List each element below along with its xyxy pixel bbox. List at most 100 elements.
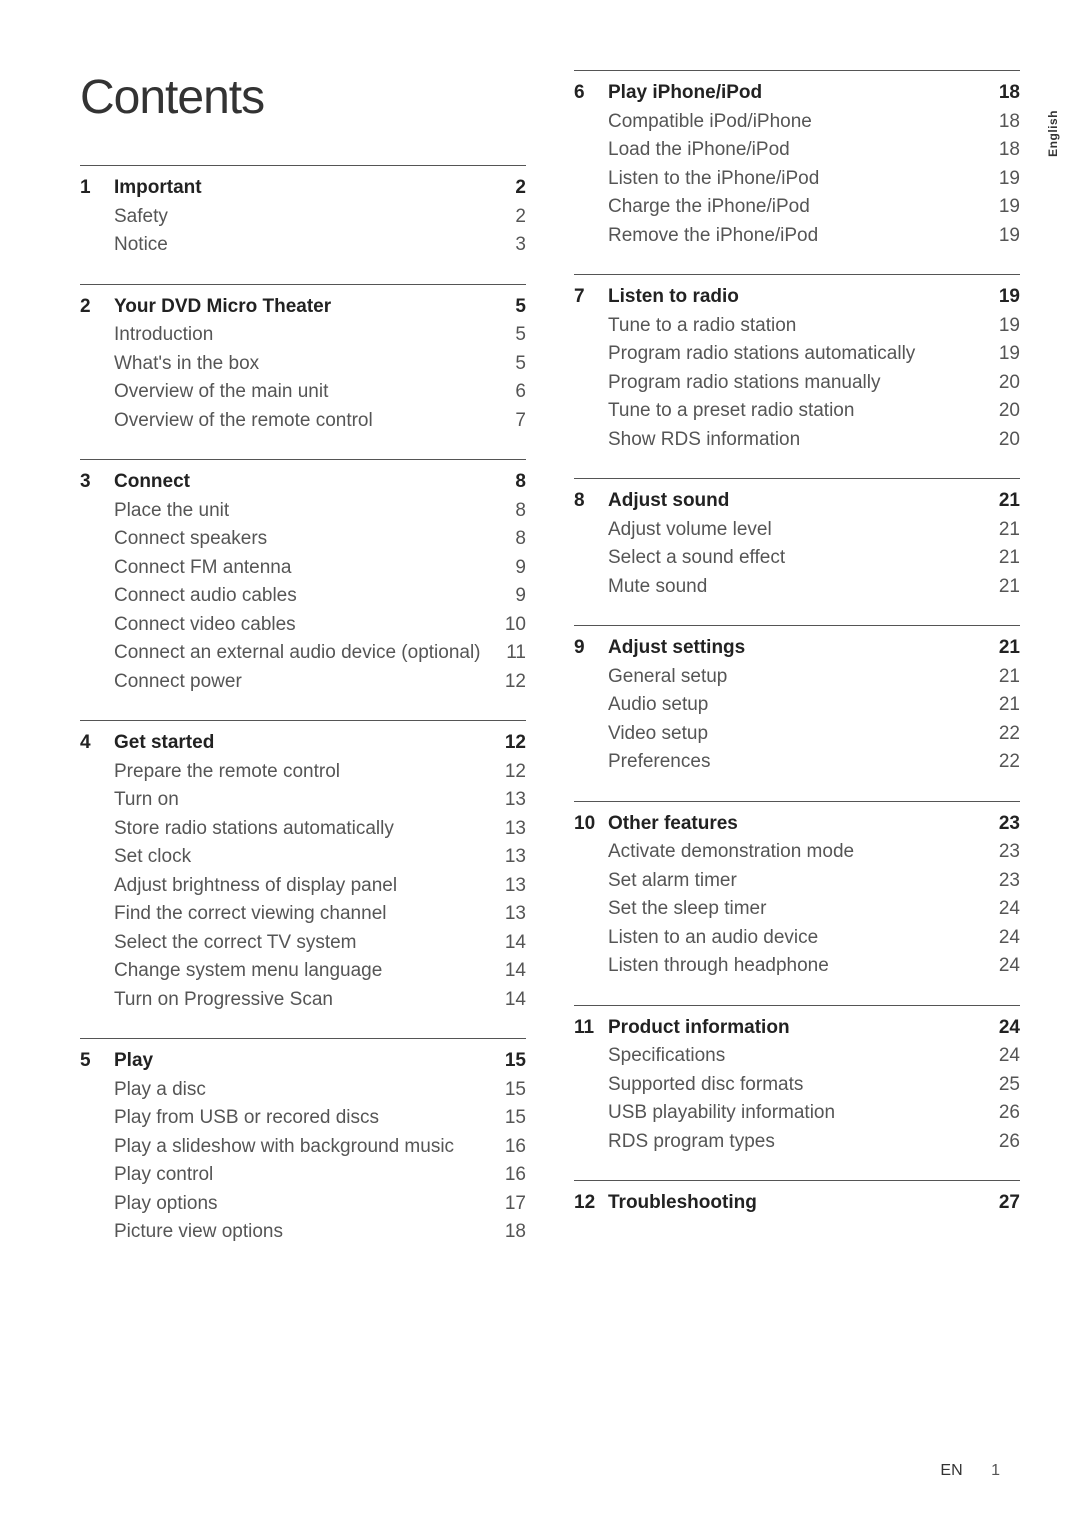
toc-item: USB playability information26 xyxy=(574,1099,1020,1128)
toc-item: Tune to a preset radio station20 xyxy=(574,397,1020,426)
toc-section-head: 8Adjust sound21 xyxy=(574,487,1020,516)
toc-item-page: 26 xyxy=(986,1128,1020,1157)
toc-item: Safety2 xyxy=(80,203,526,232)
toc-item: Prepare the remote control12 xyxy=(80,758,526,787)
toc-item-label: Listen to the iPhone/iPod xyxy=(608,165,986,194)
toc-item: Play control16 xyxy=(80,1161,526,1190)
toc-item-page: 9 xyxy=(492,554,526,583)
toc-item-label: Mute sound xyxy=(608,573,986,602)
toc-item-label: Charge the iPhone/iPod xyxy=(608,193,986,222)
toc-item: Play a disc15 xyxy=(80,1076,526,1105)
toc-item: Picture view options18 xyxy=(80,1218,526,1247)
toc-item: Notice3 xyxy=(80,231,526,260)
toc-item: Listen through headphone24 xyxy=(574,952,1020,981)
toc-item: Set clock13 xyxy=(80,843,526,872)
toc-item-page: 13 xyxy=(492,843,526,872)
toc-item: Connect video cables10 xyxy=(80,611,526,640)
toc-section-head: 4Get started12 xyxy=(80,729,526,758)
toc-item-label: Place the unit xyxy=(114,497,492,526)
toc-item-label: Remove the iPhone/iPod xyxy=(608,222,986,251)
toc-section-number: 2 xyxy=(80,293,114,322)
toc-item-label: Listen to an audio device xyxy=(608,924,986,953)
toc-section-page: 21 xyxy=(986,487,1020,516)
toc-item-page: 20 xyxy=(986,369,1020,398)
toc-item-page: 18 xyxy=(492,1218,526,1247)
toc-item: General setup21 xyxy=(574,663,1020,692)
toc-item: Select the correct TV system14 xyxy=(80,929,526,958)
toc-item-page: 19 xyxy=(986,165,1020,194)
toc-item-page: 22 xyxy=(986,748,1020,777)
toc-section-number: 8 xyxy=(574,487,608,516)
toc-section-number: 11 xyxy=(574,1014,608,1043)
toc-item: Preferences22 xyxy=(574,748,1020,777)
toc-item-page: 24 xyxy=(986,895,1020,924)
toc-item-label: Play a disc xyxy=(114,1076,492,1105)
toc-item-label: Overview of the main unit xyxy=(114,378,492,407)
toc-item-label: Preferences xyxy=(608,748,986,777)
toc-item-label: Show RDS information xyxy=(608,426,986,455)
toc-item-label: Change system menu language xyxy=(114,957,492,986)
toc-section-head: 2Your DVD Micro Theater5 xyxy=(80,293,526,322)
toc-item: Load the iPhone/iPod18 xyxy=(574,136,1020,165)
toc-section-page: 27 xyxy=(986,1189,1020,1218)
page-title: Contents xyxy=(80,70,526,125)
toc-section-page: 8 xyxy=(492,468,526,497)
toc-item-label: Adjust brightness of display panel xyxy=(114,872,492,901)
toc-item-page: 5 xyxy=(492,350,526,379)
toc-item: Tune to a radio station19 xyxy=(574,312,1020,341)
toc-item-page: 17 xyxy=(492,1190,526,1219)
toc-section-head: 6Play iPhone/iPod18 xyxy=(574,79,1020,108)
toc-item-page: 13 xyxy=(492,786,526,815)
toc-section-number: 5 xyxy=(80,1047,114,1076)
toc-item-page: 8 xyxy=(492,525,526,554)
toc-section-number: 7 xyxy=(574,283,608,312)
toc-item-page: 16 xyxy=(492,1161,526,1190)
toc-section: 11Product information24Specifications24S… xyxy=(574,1005,1020,1181)
toc-item-label: Connect FM antenna xyxy=(114,554,492,583)
toc-item: Turn on Progressive Scan14 xyxy=(80,986,526,1015)
toc-item-page: 3 xyxy=(492,231,526,260)
toc-item: Turn on13 xyxy=(80,786,526,815)
toc-item-page: 10 xyxy=(492,611,526,640)
toc-item-page: 21 xyxy=(986,691,1020,720)
toc-item: Program radio stations automatically19 xyxy=(574,340,1020,369)
toc-item-label: Compatible iPod/iPhone xyxy=(608,108,986,137)
toc-item: Video setup22 xyxy=(574,720,1020,749)
toc-item: Listen to the iPhone/iPod19 xyxy=(574,165,1020,194)
toc-item-label: Notice xyxy=(114,231,492,260)
toc-item-page: 14 xyxy=(492,929,526,958)
toc-item-label: Program radio stations automatically xyxy=(608,340,986,369)
toc-item-page: 24 xyxy=(986,924,1020,953)
toc-section-number: 9 xyxy=(574,634,608,663)
toc-section: 5Play15Play a disc15Play from USB or rec… xyxy=(80,1038,526,1271)
toc-item: Connect speakers8 xyxy=(80,525,526,554)
toc-section: 1Important2Safety2Notice3 xyxy=(80,165,526,284)
toc-item-page: 2 xyxy=(492,203,526,232)
toc-item-page: 14 xyxy=(492,957,526,986)
toc-item-page: 13 xyxy=(492,815,526,844)
toc-item-label: Supported disc formats xyxy=(608,1071,986,1100)
toc-item-page: 7 xyxy=(492,407,526,436)
toc-item-page: 22 xyxy=(986,720,1020,749)
toc-section-number: 3 xyxy=(80,468,114,497)
toc-section-page: 5 xyxy=(492,293,526,322)
toc-item-label: RDS program types xyxy=(608,1128,986,1157)
toc-item: Remove the iPhone/iPod19 xyxy=(574,222,1020,251)
toc-item-label: Prepare the remote control xyxy=(114,758,492,787)
toc-item-page: 11 xyxy=(492,639,526,668)
toc-item: Select a sound effect21 xyxy=(574,544,1020,573)
toc-item-label: Select a sound effect xyxy=(608,544,986,573)
toc-item-page: 21 xyxy=(986,516,1020,545)
toc-section: 12Troubleshooting27 xyxy=(574,1180,1020,1242)
toc-item: Play a slideshow with background music16 xyxy=(80,1133,526,1162)
toc-item: Compatible iPod/iPhone18 xyxy=(574,108,1020,137)
toc-item-page: 20 xyxy=(986,426,1020,455)
toc-section: 7Listen to radio19Tune to a radio statio… xyxy=(574,274,1020,478)
toc-item-label: Specifications xyxy=(608,1042,986,1071)
toc-item-page: 16 xyxy=(492,1133,526,1162)
toc-item-label: Turn on Progressive Scan xyxy=(114,986,492,1015)
toc-item-label: Select the correct TV system xyxy=(114,929,492,958)
toc-item-label: Turn on xyxy=(114,786,492,815)
toc-item-label: Tune to a radio station xyxy=(608,312,986,341)
toc-item-page: 8 xyxy=(492,497,526,526)
